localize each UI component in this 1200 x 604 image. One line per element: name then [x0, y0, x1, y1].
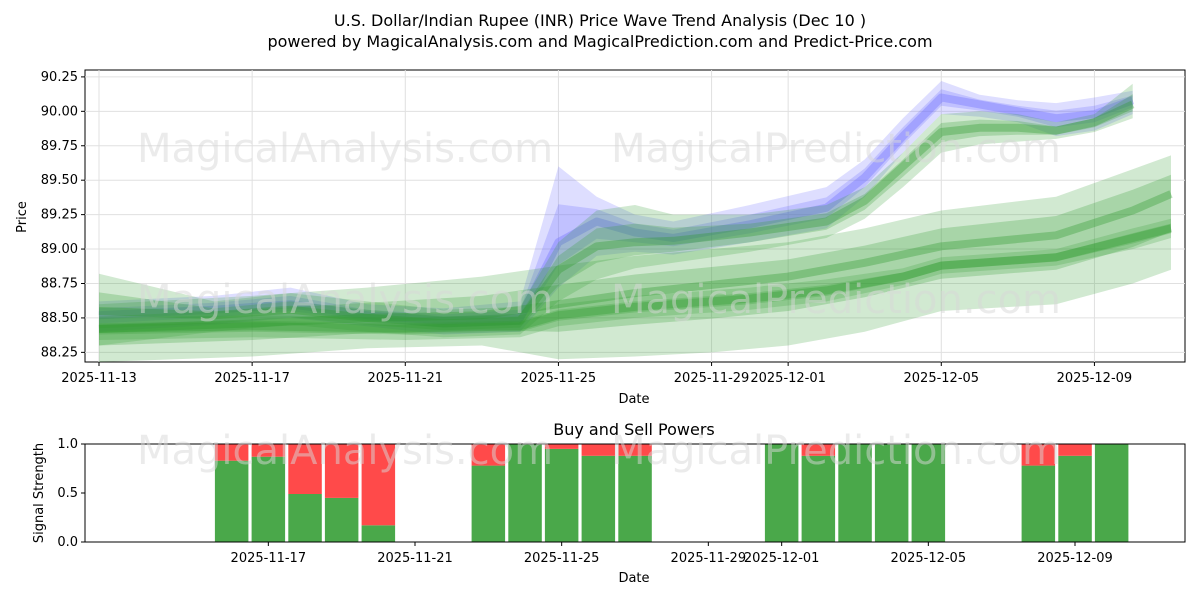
band-outer-green-forecast-band-dark-core- — [99, 218, 1171, 340]
band-core-green-forecast-band-wide- — [98, 190, 1173, 333]
buy-bar — [1058, 455, 1092, 542]
buy-bar — [1094, 444, 1129, 542]
buy-bar — [581, 455, 616, 542]
buy-sell-y-tick-label: 0.0 — [57, 535, 78, 550]
band-inner-green-forecast-band-wide- — [99, 174, 1171, 346]
buy-bar — [874, 444, 909, 542]
sell-bar — [361, 444, 396, 526]
price-grid — [85, 70, 1185, 362]
sell-bar — [214, 444, 249, 461]
buy-bar — [508, 444, 542, 542]
sell-bar — [251, 444, 286, 457]
buy-sell-y-tick-label: 1.0 — [57, 437, 78, 452]
price-x-tick-label: 2025-11-21 — [368, 371, 444, 386]
buy-sell-y-ticks: 0.0 0.5 1.0 — [57, 437, 85, 550]
sell-bar — [618, 444, 652, 456]
buy-bar — [911, 444, 946, 542]
price-y-tick-label: 88.50 — [41, 311, 78, 326]
sell-bar — [324, 444, 359, 498]
price-y-tick-label: 90.25 — [41, 70, 78, 85]
price-y-tick-label: 88.25 — [41, 345, 78, 360]
band-outer-blue-wave-historical- — [99, 81, 1133, 335]
band-inner-blue-wave-historical- — [99, 89, 1133, 328]
buy-sell-x-tick-label: 2025-11-25 — [524, 551, 600, 566]
price-y-tick-label: 89.25 — [41, 208, 78, 223]
chart-title-line1: U.S. Dollar/Indian Rupee (INR) Price Wav… — [334, 11, 866, 30]
buy-bar — [1021, 465, 1056, 542]
buy-sell-title: Buy and Sell Powers — [553, 420, 715, 439]
band-inner-green-forecast-band-dark-core- — [99, 223, 1171, 335]
buy-sell-x-tick-label: 2025-11-29 — [671, 551, 747, 566]
price-y-ticks: 88.25 88.50 88.75 89.00 89.25 89.50 89.75 90.00… — [41, 70, 85, 360]
price-wave-chart: 2025-11-13 2025-11-17 2025-11-21 2025-11-25… — [15, 69, 1186, 407]
price-x-tick-label: 2025-11-25 — [521, 371, 597, 386]
buy-bar — [544, 448, 579, 542]
band-core-blue-wave-historical- — [98, 93, 1135, 325]
buy-bar — [801, 455, 836, 542]
price-x-tick-label: 2025-11-17 — [214, 371, 290, 386]
price-bands — [98, 81, 1173, 362]
buy-sell-chart: Buy and Sell Powers 2025-11-17 2025-11-21… — [32, 420, 1186, 586]
buy-sell-y-tick-label: 0.5 — [57, 486, 78, 501]
price-y-tick-label: 90.00 — [41, 104, 78, 119]
sell-bar — [544, 444, 579, 449]
price-x-tick-label: 2025-12-05 — [904, 371, 980, 386]
watermark-left-mid: MagicalAnalysis.com — [137, 277, 553, 323]
band-outer-green-forecast-band-wide- — [99, 155, 1171, 362]
watermark-right-top: MagicalPrediction.com — [611, 126, 1061, 172]
price-x-tick-label: 2025-11-13 — [61, 371, 137, 386]
sell-bar — [288, 444, 322, 494]
watermark-left-bottom: MagicalAnalysis.com — [137, 428, 553, 474]
price-x-tick-label: 2025-11-29 — [674, 371, 750, 386]
buy-bar — [214, 460, 249, 542]
buy-sell-x-tick-label: 2025-12-05 — [891, 551, 967, 566]
price-x-ticks: 2025-11-13 2025-11-17 2025-11-21 2025-11-25… — [61, 362, 1132, 386]
watermark-right-mid: MagicalPrediction.com — [611, 277, 1061, 323]
price-x-tick-label: 2025-12-09 — [1057, 371, 1133, 386]
band-outer-green-band-light-upper- — [99, 83, 1133, 346]
band-core-green-band-light-upper- — [98, 100, 1135, 328]
buy-sell-x-tick-label: 2025-11-21 — [377, 551, 453, 566]
price-y-tick-label: 88.75 — [41, 276, 78, 291]
watermark-right-bottom: MagicalPrediction.com — [611, 428, 1061, 474]
price-y-tick-label: 89.00 — [41, 242, 78, 257]
buy-sell-x-tick-label: 2025-11-17 — [231, 551, 307, 566]
sell-bar — [581, 444, 616, 456]
buy-sell-x-tick-label: 2025-12-09 — [1037, 551, 1113, 566]
sell-bar — [1058, 444, 1092, 456]
buy-bar — [361, 525, 396, 542]
buy-bar — [324, 497, 359, 542]
chart-title-line2: powered by MagicalAnalysis.com and Magic… — [267, 32, 932, 51]
price-x-axis-label: Date — [618, 392, 649, 407]
buy-sell-bars — [214, 444, 1129, 542]
price-x-tick-label: 2025-12-01 — [750, 371, 826, 386]
watermark-left-top: MagicalAnalysis.com — [137, 126, 553, 172]
buy-bar — [288, 494, 322, 542]
buy-bar — [251, 456, 286, 542]
sell-bar — [1021, 444, 1056, 466]
sell-bar — [471, 444, 506, 466]
price-y-tick-label: 89.50 — [41, 173, 78, 188]
buy-sell-x-axis-label: Date — [618, 571, 649, 586]
price-y-axis-label: Price — [15, 201, 30, 233]
band-core-green-forecast-band-dark-core- — [98, 224, 1172, 333]
buy-bar — [618, 455, 652, 542]
sell-bar — [801, 444, 836, 456]
price-plot-frame — [84, 69, 1186, 363]
buy-bar — [838, 444, 872, 542]
price-y-tick-label: 89.75 — [41, 139, 78, 154]
buy-sell-x-ticks: 2025-11-17 2025-11-21 2025-11-25 2025-11-29… — [231, 542, 1113, 566]
buy-sell-y-axis-label: Signal Strength — [32, 443, 47, 543]
buy-bar — [764, 444, 799, 542]
buy-sell-x-tick-label: 2025-12-01 — [744, 551, 820, 566]
buy-bar — [471, 465, 506, 542]
